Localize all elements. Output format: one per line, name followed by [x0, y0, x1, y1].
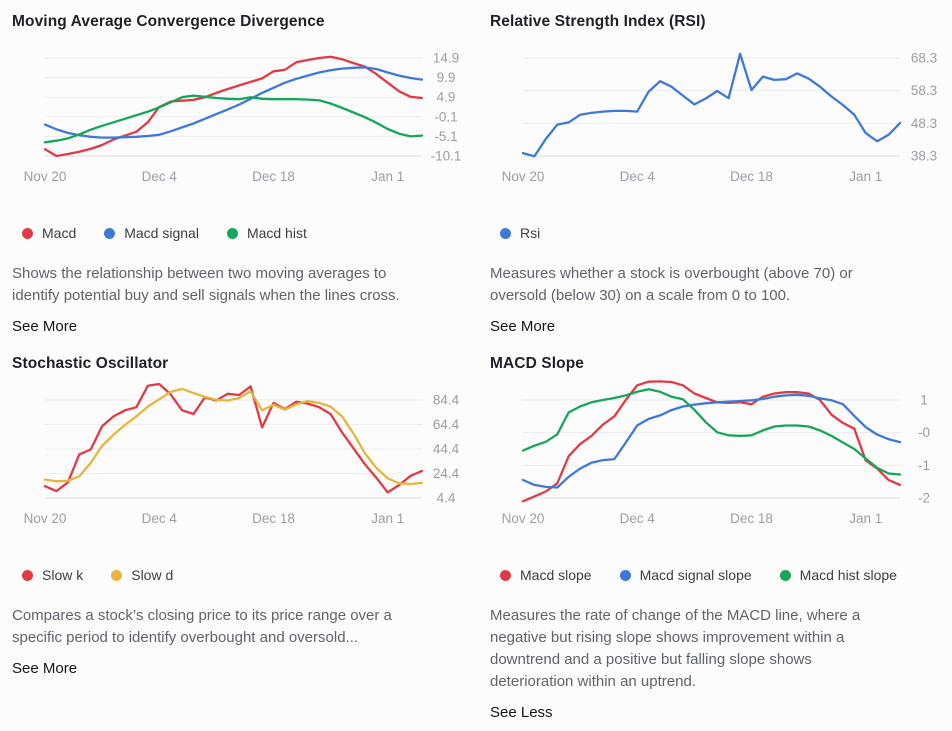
see-more-link[interactable]: See More: [12, 318, 78, 335]
chart-title-rsi: Relative Strength Index (RSI): [490, 13, 706, 30]
rsi-line-chart: 68.3 58.3 48.3 38.3 Nov 20 Dec 4 Dec 18 Jan 1: [502, 51, 938, 185]
stochastic-chart-legend: Slow k Slow d: [12, 567, 466, 583]
series-line-blue: [521, 393, 902, 489]
x-axis-tick-label: Jan 1: [849, 169, 882, 184]
y-axis-tick-label: -0: [918, 425, 930, 440]
series-line-blue: [521, 52, 902, 158]
legend-item[interactable]: Macd: [22, 225, 76, 241]
legend-label: Macd: [42, 225, 77, 241]
y-axis-tick-label: 68.3: [911, 51, 937, 66]
y-axis-tick-label: 4.4: [437, 491, 456, 506]
series-line-blue: [43, 66, 424, 139]
legend-label: Macd signal: [124, 225, 199, 241]
macd-slope-line-chart: 1 -0 -1 -2 Nov 20 Dec 4 Dec 18 Jan 1: [502, 380, 930, 526]
rsi-chart-legend: Rsi: [490, 225, 942, 241]
legend-dot-icon: [779, 569, 791, 581]
y-axis-tick-label: 9.9: [437, 70, 456, 85]
legend-label: Slow d: [131, 567, 174, 583]
legend-dot-icon: [500, 569, 511, 581]
y-axis-tick-label: 38.3: [911, 149, 937, 164]
x-axis-tick-label: Jan 1: [849, 511, 882, 526]
legend-item[interactable]: Macd signal: [104, 225, 199, 241]
x-axis-tick-label: Dec 4: [620, 511, 656, 526]
legend-label: Slow k: [42, 567, 84, 583]
chart-panel-stochastic: Stochastic Oscillator 84.4 64.4 44.4 24.4 4.…: [0, 342, 476, 731]
y-axis-tick-label: -5.1: [434, 129, 457, 144]
x-axis-tick-label: Nov 20: [502, 511, 545, 526]
series-line-red: [43, 382, 424, 494]
x-axis-tick-label: Dec 18: [730, 511, 773, 526]
legend-dot-icon: [104, 227, 116, 239]
x-axis-tick-label: Jan 1: [371, 169, 404, 184]
legend-item[interactable]: Macd hist slope: [779, 567, 897, 583]
see-more-link[interactable]: See More: [490, 318, 556, 335]
chart-title-macd: Moving Average Convergence Divergence: [12, 13, 325, 30]
y-axis-tick-label: 84.4: [433, 393, 460, 408]
chart-title-stochastic: Stochastic Oscillator: [12, 355, 169, 372]
x-axis-tick-label: Dec 4: [142, 511, 178, 526]
legend-dot-icon: [22, 569, 33, 581]
y-axis-tick-label: 44.4: [433, 442, 460, 457]
y-axis-tick-label: 48.3: [911, 116, 937, 131]
x-axis-tick-label: Nov 20: [24, 511, 67, 526]
y-axis-tick-label: 58.3: [911, 83, 937, 98]
chart-panel-macd-slope: MACD Slope 1 -0 -1 -2 Nov 20 Dec 4 Dec 18 Jan 1…: [476, 342, 952, 731]
legend-label: Macd signal slope: [639, 567, 752, 583]
legend-label: Macd hist: [246, 225, 307, 241]
x-axis-tick-label: Dec 18: [252, 169, 295, 184]
y-axis-tick-label: 1: [920, 393, 928, 408]
x-axis-tick-label: Nov 20: [24, 169, 67, 184]
legend-item[interactable]: Slow d: [111, 567, 173, 583]
series-line-yellow: [43, 387, 424, 486]
y-axis-tick-label: 4.9: [437, 90, 456, 105]
x-axis-tick-label: Dec 18: [730, 169, 773, 184]
legend-item[interactable]: Rsi: [500, 225, 540, 241]
y-axis-tick-label: 14.9: [433, 51, 459, 66]
x-axis-tick-label: Nov 20: [502, 169, 545, 184]
y-axis-tick-label: -2: [918, 491, 930, 506]
series-line-red: [43, 55, 424, 158]
chart-panel-macd: Moving Average Convergence Divergence 14…: [0, 0, 476, 342]
legend-item[interactable]: Macd signal slope: [619, 567, 752, 583]
legend-dot-icon: [226, 227, 238, 239]
legend-label: Rsi: [520, 225, 541, 241]
series-line-red: [521, 380, 902, 503]
y-axis-tick-label: -10.1: [431, 149, 462, 164]
legend-item[interactable]: Slow k: [22, 567, 83, 583]
y-axis-tick-label: 24.4: [433, 466, 460, 481]
see-less-link[interactable]: See Less: [490, 704, 553, 721]
x-axis-tick-label: Dec 18: [252, 511, 295, 526]
y-axis-tick-label: -0.1: [434, 109, 457, 124]
legend-label: Macd slope: [520, 567, 592, 583]
stochastic-line-chart: 84.4 64.4 44.4 24.4 4.4 Nov 20 Dec 4 Dec 18 Jan …: [24, 382, 460, 526]
chart-title-macd-slope: MACD Slope: [490, 355, 584, 372]
y-axis-tick-label: -1: [918, 458, 930, 473]
macd-chart-legend: Macd Macd signal Macd hist: [12, 225, 466, 241]
macd-line-chart: 14.9 9.9 4.9 -0.1 -5.1 -10.1 Nov 20 Dec 4 Dec 18…: [24, 51, 462, 185]
legend-dot-icon: [619, 569, 631, 581]
macd-chart-description: Shows the relationship between two movin…: [12, 265, 400, 304]
legend-label: Macd hist slope: [799, 567, 897, 583]
legend-item[interactable]: Macd hist: [226, 225, 307, 241]
macd-slope-chart-description: Measures the rate of change of the MACD …: [490, 607, 861, 690]
x-axis-tick-label: Jan 1: [371, 511, 404, 526]
macd-slope-chart-legend: Macd slope Macd signal slope Macd hist slo…: [490, 567, 942, 583]
rsi-chart-description: Measures whether a stock is overbought (…: [490, 265, 853, 304]
chart-panel-rsi: Relative Strength Index (RSI) 68.3 58.3 48…: [476, 0, 952, 342]
series-line-green: [43, 94, 424, 144]
see-more-link[interactable]: See More: [12, 660, 78, 677]
x-axis-tick-label: Dec 4: [620, 169, 656, 184]
legend-dot-icon: [500, 227, 511, 239]
series-line-green: [521, 388, 902, 476]
stochastic-chart-description: Compares a stock’s closing price to its …: [12, 607, 392, 646]
legend-dot-icon: [111, 569, 123, 581]
legend-item[interactable]: Macd slope: [500, 567, 592, 583]
legend-dot-icon: [22, 227, 33, 239]
x-axis-tick-label: Dec 4: [142, 169, 178, 184]
y-axis-tick-label: 64.4: [433, 417, 460, 432]
